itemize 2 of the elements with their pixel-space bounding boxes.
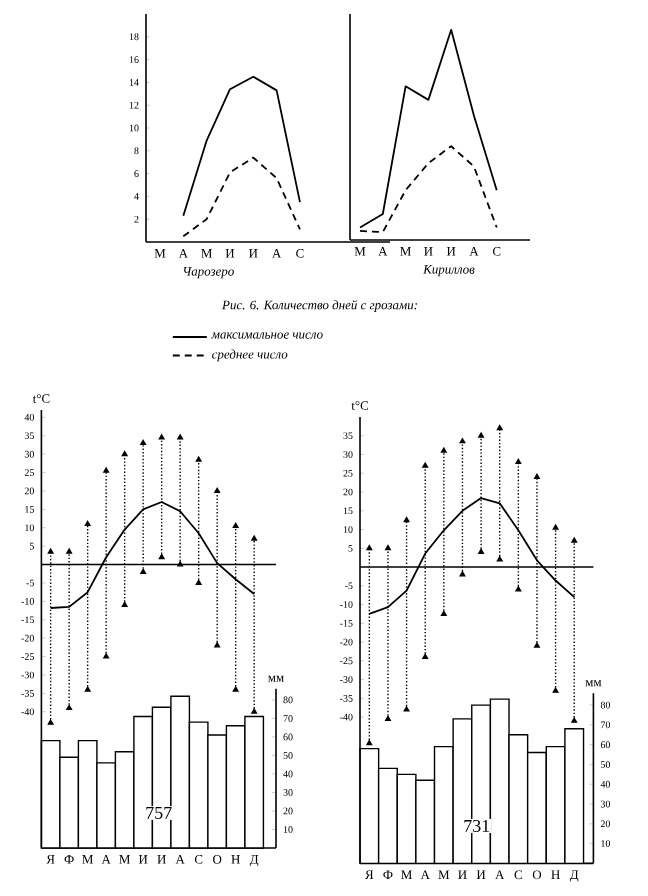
annotation: 757 <box>146 807 172 819</box>
annotation: 731 <box>464 819 490 832</box>
